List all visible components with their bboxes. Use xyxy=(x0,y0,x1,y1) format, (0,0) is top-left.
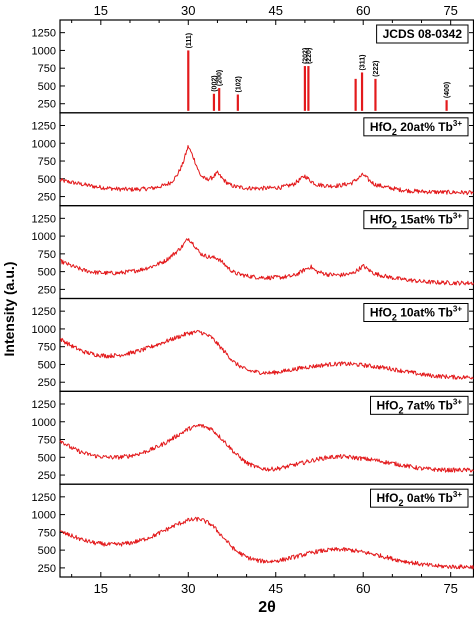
y-tick-label: 1250 xyxy=(32,28,56,40)
series-line xyxy=(59,145,474,196)
x-axis-title: 2θ xyxy=(258,599,276,616)
x-tick-label-top: 30 xyxy=(181,3,195,18)
x-tick-label: 60 xyxy=(356,581,370,596)
y-tick-label: 250 xyxy=(38,563,56,575)
series-label-rest: 0at% Tb xyxy=(404,491,453,505)
y-tick-label: 1000 xyxy=(32,324,56,336)
y-tick-label: 1250 xyxy=(32,492,56,504)
series-label: HfO2 10at% Tb3+ xyxy=(370,305,462,323)
y-tick-label: 250 xyxy=(38,377,56,389)
y-tick-label: 1250 xyxy=(32,306,56,318)
y-tick-label: 1000 xyxy=(32,45,56,57)
y-tick-label: 250 xyxy=(38,192,56,204)
series-line xyxy=(59,516,474,570)
series-label-sub: 2 xyxy=(392,220,397,230)
y-tick-label: 750 xyxy=(38,63,56,75)
panel-series: 250 500 750 1000 1250 HfO2 0at% Tb3+ xyxy=(32,483,474,578)
reference-peak-label: (202) xyxy=(302,48,309,64)
panel-reference: 250 500 750 1000 1250 (111) (002)(200) (102) (20… xyxy=(32,19,474,114)
series-label-sup: 3+ xyxy=(453,397,462,406)
series-label-box xyxy=(376,24,469,44)
y-tick-label: 1250 xyxy=(32,399,56,411)
series-label-rest: 10at% Tb xyxy=(397,306,453,320)
y-tick-label: 500 xyxy=(38,267,56,279)
series-label-rest: 15at% Tb xyxy=(397,213,453,227)
reference-peak-label: (400) xyxy=(444,82,451,98)
x-tick-label: 30 xyxy=(181,581,195,596)
x-axis-bottom: 15 30 45 60 75 xyxy=(71,572,458,596)
reference-peak-label: (220) xyxy=(306,48,313,64)
y-tick-label: 1000 xyxy=(32,138,56,150)
panel-series: 250 500 750 1000 1250 HfO2 20at% Tb3+ xyxy=(32,112,474,207)
series-label-sup: 3+ xyxy=(453,212,462,221)
y-tick-label: 500 xyxy=(38,545,56,557)
x-tick-label-top: 75 xyxy=(443,3,457,18)
series-label: JCDS 08-0342 xyxy=(383,27,463,41)
y-tick-label: 750 xyxy=(38,156,56,168)
series-label: HfO2 20at% Tb3+ xyxy=(370,119,462,137)
panel-series: 250 500 750 1000 1250 HfO2 10at% Tb3+ xyxy=(32,297,474,392)
x-tick-label-top: 15 xyxy=(94,3,108,18)
y-tick-label: 1000 xyxy=(32,231,56,243)
series-label-rest: 20at% Tb xyxy=(397,120,453,134)
series-label-sup: 3+ xyxy=(453,119,462,128)
series-label-base: HfO xyxy=(370,213,392,227)
series-label-base: HfO xyxy=(370,120,392,134)
series-label-sup: 3+ xyxy=(453,490,462,499)
series-label-box xyxy=(363,117,469,137)
y-tick-label: 250 xyxy=(38,284,56,296)
series-label-box xyxy=(363,210,469,230)
series-label-sup: 3+ xyxy=(453,305,462,314)
panel-series: 250 500 750 1000 1250 HfO2 7at% Tb3+ xyxy=(32,390,474,485)
series-label-rest: 7at% Tb xyxy=(404,398,453,412)
series-label-box xyxy=(370,395,469,415)
x-tick-label: 15 xyxy=(94,581,108,596)
y-tick-label: 500 xyxy=(38,174,56,186)
y-tick-label: 500 xyxy=(38,359,56,371)
series-label: HfO2 7at% Tb3+ xyxy=(377,397,463,415)
x-tick-label-top: 60 xyxy=(356,3,370,18)
series-label-base: HfO xyxy=(377,491,399,505)
x-axis-top: 15 30 45 60 75 xyxy=(71,3,458,25)
series-label-box xyxy=(370,488,469,508)
reference-peak-label: (002) xyxy=(211,75,218,91)
reference-peak-label: (222) xyxy=(373,61,380,77)
y-tick-label: 1250 xyxy=(32,120,56,132)
series-label: HfO2 0at% Tb3+ xyxy=(377,490,463,508)
reference-peak-label: (311) xyxy=(360,54,367,70)
y-tick-label: 500 xyxy=(38,81,56,93)
series-label-sub: 2 xyxy=(392,127,397,137)
series-label-box xyxy=(363,303,469,322)
series-line xyxy=(59,238,474,286)
series-label-base: HfO xyxy=(370,306,392,320)
reference-peak-label: (200) xyxy=(217,70,224,86)
panel-series: 250 500 750 1000 1250 HfO2 15at% Tb3+ xyxy=(32,205,474,300)
series-line xyxy=(59,423,474,473)
panels: 250 500 750 1000 1250 (111) (002)(200) (102) (20… xyxy=(32,19,474,578)
y-tick-label: 750 xyxy=(38,249,56,261)
y-tick-label: 250 xyxy=(38,470,56,482)
y-tick-label: 1000 xyxy=(32,510,56,522)
x-tick-label: 75 xyxy=(443,581,457,596)
series-label-sub: 2 xyxy=(399,498,404,508)
reference-peak-label: (102) xyxy=(235,76,242,92)
y-tick-label: 750 xyxy=(38,342,56,354)
y-tick-label: 1000 xyxy=(32,417,56,429)
series-label-sub: 2 xyxy=(399,405,404,415)
y-tick-label: 1250 xyxy=(32,213,56,225)
x-tick-label: 45 xyxy=(269,581,283,596)
series-label: HfO2 15at% Tb3+ xyxy=(370,212,462,230)
y-tick-label: 750 xyxy=(38,527,56,539)
y-tick-label: 750 xyxy=(38,435,56,447)
x-tick-label-top: 45 xyxy=(269,3,283,18)
series-label-sub: 2 xyxy=(392,313,397,323)
y-tick-label: 500 xyxy=(38,452,56,464)
y-axis-title: Intensity (a.u.) xyxy=(1,262,17,357)
y-tick-label: 250 xyxy=(38,99,56,111)
series-line xyxy=(60,329,474,380)
reference-peak-label: (111) xyxy=(186,33,193,49)
series-label-base: HfO xyxy=(377,398,399,412)
